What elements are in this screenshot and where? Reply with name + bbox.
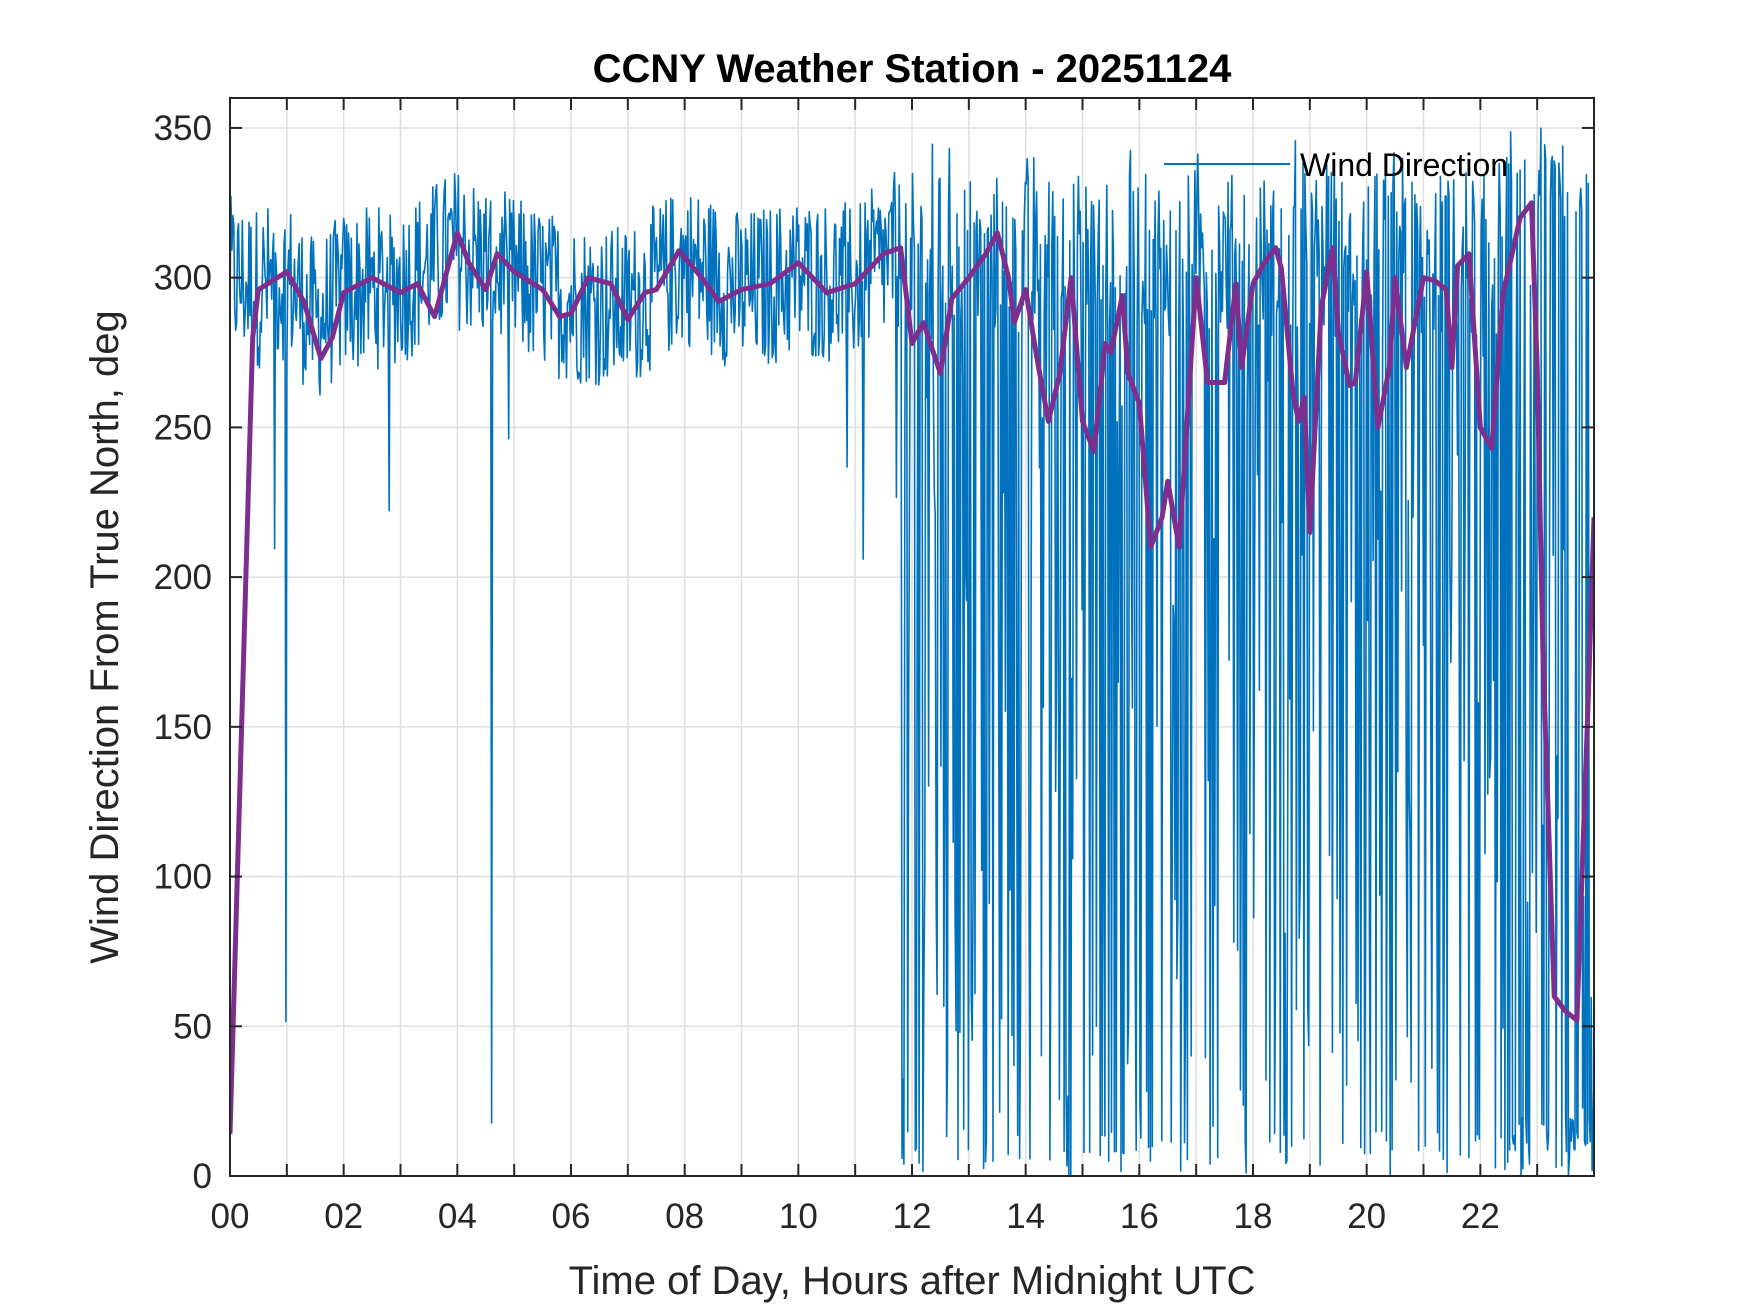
y-tick-label: 350 bbox=[154, 109, 212, 148]
x-tick-label: 22 bbox=[1461, 1197, 1500, 1236]
x-tick-label: 18 bbox=[1234, 1197, 1273, 1236]
y-tick-label: 300 bbox=[154, 259, 212, 298]
series-line-smoothed bbox=[230, 200, 1594, 1135]
x-tick-label: 02 bbox=[324, 1197, 363, 1236]
x-tick-label: 00 bbox=[211, 1197, 250, 1236]
y-tick-label: 100 bbox=[154, 858, 212, 897]
x-tick-label: 20 bbox=[1347, 1197, 1386, 1236]
y-tick-label: 50 bbox=[173, 1007, 212, 1046]
legend: Wind Direction bbox=[1164, 147, 1508, 183]
axis-ticks: 00 02 04 06 08 10 12 14 16 18 20 22 0 50 100 150 200 250 3… bbox=[154, 98, 1595, 1236]
x-tick-label: 10 bbox=[779, 1197, 818, 1236]
y-tick-label: 250 bbox=[154, 408, 212, 447]
y-tick-label: 150 bbox=[154, 708, 212, 747]
x-tick-label: 06 bbox=[552, 1197, 591, 1236]
x-tick-label: 08 bbox=[665, 1197, 704, 1236]
chart-title: CCNY Weather Station - 20251124 bbox=[593, 47, 1233, 91]
y-tick-label: 200 bbox=[154, 558, 212, 597]
x-tick-label: 14 bbox=[1006, 1197, 1045, 1236]
y-axis-label: Wind Direction From True North, deg bbox=[83, 310, 127, 964]
legend-label-wind-direction: Wind Direction bbox=[1300, 147, 1508, 183]
x-tick-label: 16 bbox=[1120, 1197, 1159, 1236]
x-axis-label: Time of Day, Hours after Midnight UTC bbox=[569, 1259, 1256, 1303]
series-layer bbox=[230, 127, 1594, 1176]
y-tick-label: 0 bbox=[193, 1157, 212, 1196]
x-tick-label: 12 bbox=[893, 1197, 932, 1236]
x-tick-label: 04 bbox=[438, 1197, 477, 1236]
